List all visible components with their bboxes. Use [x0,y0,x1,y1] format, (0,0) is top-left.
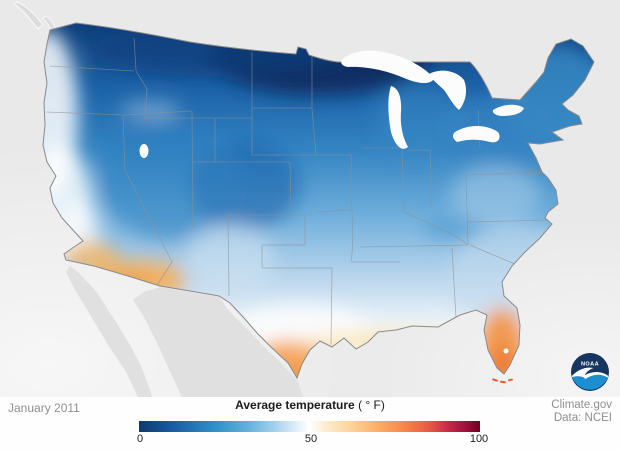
noaa-logo-text: NOAA [581,362,599,368]
lake-erie [452,126,500,143]
florida-keys [492,378,513,384]
colorbar-tick-100: 100 [469,433,489,445]
lake-ontario [492,104,524,116]
map-area: NOAA [0,0,620,397]
legend-units: ( ° F) [358,398,385,412]
colorbar-tick-0: 0 [136,433,144,445]
date-label: January 2011 [8,401,80,415]
lake-superior [341,50,434,84]
great-lakes [139,50,524,354]
lake-okeechobee [503,348,509,354]
mexico-landmass [66,266,303,397]
legend-title: Average temperature ( ° F) [0,398,620,412]
noaa-logo-wave [571,373,609,390]
lake-michigan [388,86,408,149]
noaa-logo: NOAA [571,353,609,391]
us-temperature-map: NOAA [0,0,620,397]
credits-source: Climate.gov [551,399,612,411]
state-borders [45,37,549,346]
us-outline [42,22,595,380]
credits-data: Data: NCEI [553,412,612,424]
lake-huron [429,70,467,110]
colorbar-tick-50: 50 [304,433,318,445]
noaa-gull-icon [572,367,608,379]
legend-footer: January 2011 Average temperature ( ° F) … [0,397,620,450]
credits: Climate.gov Data: NCEI [551,399,612,425]
great-salt-lake [139,144,149,158]
colorbar-gradient [139,421,480,432]
legend-title-text: Average temperature [235,398,355,412]
